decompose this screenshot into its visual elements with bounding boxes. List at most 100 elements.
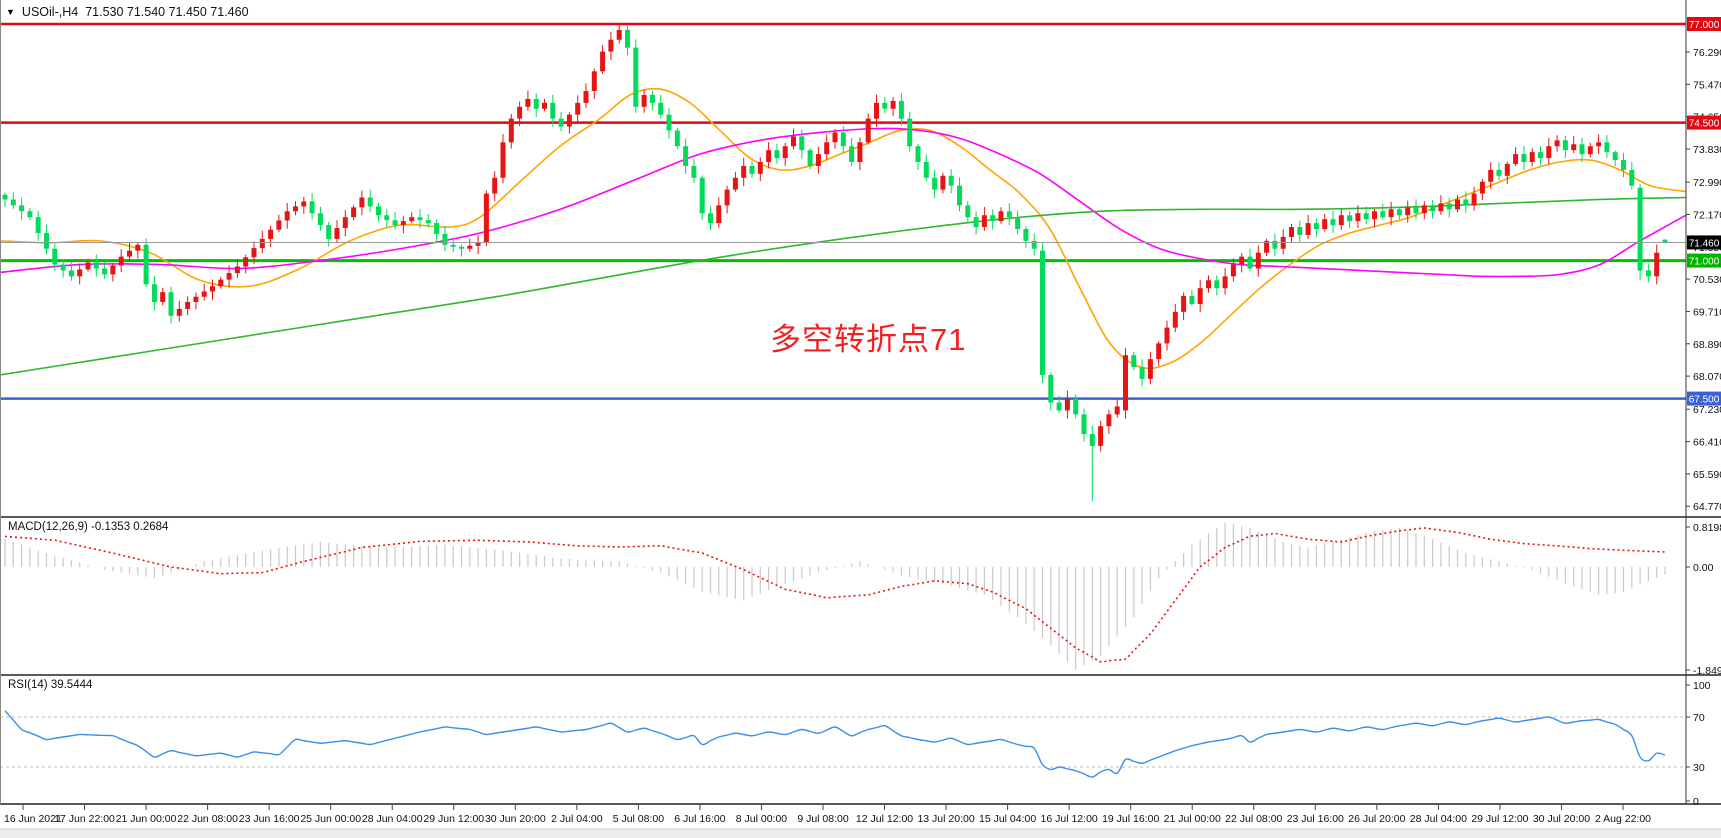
macd-axis-label: 0.00 — [1693, 562, 1714, 574]
candle-body — [1347, 215, 1353, 222]
candle-body — [807, 150, 813, 166]
price-tick-label: 72.990 — [1693, 177, 1721, 189]
candle-body — [1538, 152, 1543, 159]
candle-body — [77, 269, 83, 277]
macd-axis-label: -1.8495 — [1693, 665, 1721, 677]
ohlc-readout: 71.530 71.540 71.450 71.460 — [85, 5, 249, 19]
candle-body — [293, 206, 298, 212]
price-tick-label: 66.410 — [1693, 437, 1721, 449]
time-tick-label: 29 Jun 12:00 — [423, 813, 484, 825]
price-axis[interactable]: 76.29075.47074.65073.83072.99072.17071.3… — [1686, 17, 1721, 513]
candle-body — [699, 177, 705, 214]
price-badge-67.500 — [1687, 391, 1721, 406]
candle-body — [1446, 203, 1452, 210]
candle-body — [550, 102, 556, 119]
candle-body — [1147, 359, 1153, 379]
time-tick-label: 23 Jun 16:00 — [239, 813, 300, 825]
time-tick-label: 21 Jul 00:00 — [1164, 813, 1221, 825]
candle-body — [749, 165, 755, 174]
price-badge-74.500 — [1687, 115, 1721, 130]
candle-body — [400, 221, 406, 226]
candle-body — [1264, 240, 1270, 253]
candle-body — [60, 264, 66, 271]
candle-body — [259, 238, 265, 249]
rsi-axis-label: 0 — [1693, 796, 1699, 808]
candle-body — [425, 220, 431, 224]
candle-body — [309, 201, 315, 214]
candle-body — [44, 232, 49, 249]
time-tick-label: 6 Jul 16:00 — [674, 813, 726, 825]
candle-body — [1272, 240, 1278, 249]
candle-body — [1106, 414, 1112, 427]
candle-body — [575, 102, 581, 115]
price-tick-label: 70.530 — [1693, 274, 1721, 286]
candle-body — [981, 215, 987, 228]
candle-body — [118, 256, 124, 266]
candle-body — [384, 215, 390, 221]
candle-body — [1197, 288, 1203, 304]
candle-body — [1023, 229, 1029, 241]
candle-body — [434, 223, 440, 234]
price-tick-label: 73.830 — [1693, 144, 1721, 156]
price-tick-label: 69.710 — [1693, 306, 1721, 318]
macd-panel[interactable] — [4, 522, 1666, 671]
candle-body — [890, 100, 896, 109]
candle-body — [799, 136, 805, 151]
candle-body — [210, 286, 215, 292]
candle-body — [683, 146, 689, 166]
candle-body — [1305, 223, 1311, 235]
candle-body — [915, 146, 921, 163]
time-tick-label: 29 Jul 12:00 — [1471, 813, 1528, 825]
annotation-text[interactable]: 多空转折点71 — [770, 322, 967, 357]
rsi-indicator-label: RSI(14) 39.5444 — [8, 679, 93, 691]
candle-body — [649, 94, 655, 103]
candle-body — [957, 185, 962, 206]
candle-body — [608, 39, 614, 52]
chevron-down-icon[interactable]: ▼ — [6, 6, 15, 17]
ma-slow-green — [0, 196, 1686, 376]
candle-body — [1380, 211, 1386, 218]
candle-body — [1181, 296, 1187, 312]
time-tick-label: 28 Jun 04:00 — [362, 813, 423, 825]
candle-body — [666, 114, 672, 131]
candle-body — [1064, 398, 1070, 411]
candle-body — [1521, 154, 1527, 163]
candle-body — [600, 51, 606, 72]
candlestick-series[interactable] — [2, 24, 1668, 502]
candle-body — [102, 268, 108, 275]
candle-body — [849, 146, 855, 163]
candle-body — [741, 165, 747, 178]
candle-body — [998, 211, 1004, 222]
main-price-panel[interactable] — [0, 22, 1686, 502]
candle-body — [517, 106, 523, 119]
candle-body — [923, 162, 929, 178]
price-badge-71.000 — [1687, 253, 1721, 268]
candle-body — [566, 114, 572, 127]
candle-body — [450, 244, 456, 247]
candle-body — [940, 175, 946, 190]
time-tick-label: 16 Jul 12:00 — [1041, 813, 1098, 825]
time-tick-label: 30 Jun 20:00 — [485, 813, 546, 825]
candle-body — [1463, 199, 1469, 206]
candle-body — [1421, 205, 1427, 214]
candle-body — [367, 197, 373, 207]
indicator-axis[interactable]: 0.8198 0.00 -1.8495 100 70 30 0 — [1686, 522, 1721, 808]
candle-body — [500, 142, 506, 178]
candle-body — [1654, 252, 1660, 277]
candle-body — [392, 220, 398, 226]
candle-body — [351, 207, 357, 218]
time-tick-label: 8 Jul 00:00 — [736, 813, 788, 825]
rsi-axis-label: 70 — [1693, 712, 1705, 724]
candle-body — [708, 213, 713, 224]
candle-body — [176, 308, 182, 316]
candle-body — [542, 102, 547, 109]
time-tick-label: 2 Aug 22:00 — [1595, 813, 1651, 825]
candle-body — [782, 146, 788, 159]
candle-body — [525, 98, 531, 107]
rsi-panel[interactable] — [0, 710, 1686, 778]
time-tick-label: 28 Jul 04:00 — [1410, 813, 1467, 825]
